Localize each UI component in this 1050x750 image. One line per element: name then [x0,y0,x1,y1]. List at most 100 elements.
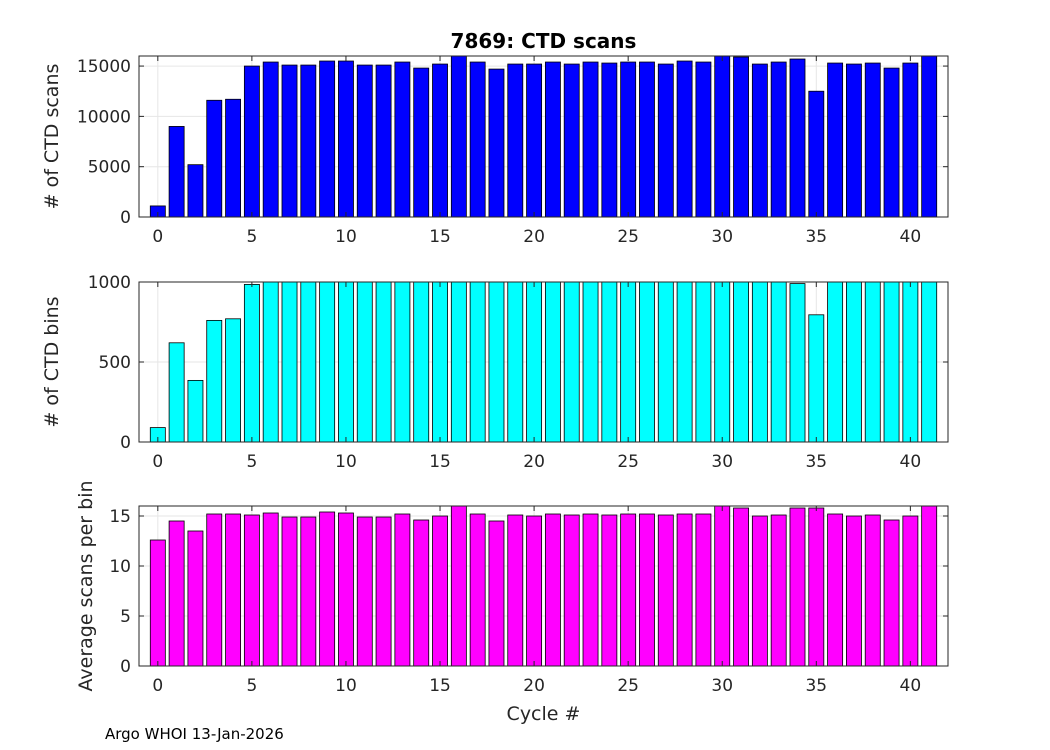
bar [544,513,561,667]
bar [281,64,298,218]
chart-title: 7869: CTD scans [451,29,637,53]
bar [338,512,354,667]
bar [846,515,862,667]
bar [338,60,354,218]
bar [695,61,712,218]
bar [281,281,298,443]
bar [582,513,599,667]
x-tick-label: 0 [152,676,163,696]
x-axis-label: Cycle # [507,703,581,725]
x-tick-label: 35 [805,227,827,247]
x-tick-label: 5 [246,227,257,247]
bar [601,514,618,667]
x-tick-label: 10 [335,676,357,696]
bar [225,318,241,443]
bar [469,61,486,218]
x-tick-label: 30 [711,676,733,696]
x-tick-label: 15 [429,452,451,472]
footer-credit: Argo WHOI 13-Jan-2026 [105,725,284,743]
bar [394,61,411,218]
bar [432,281,448,443]
bar [394,513,411,667]
x-tick-label: 25 [617,452,639,472]
bar [751,281,768,443]
x-tick-label: 40 [900,227,922,247]
bar [770,514,787,667]
bar [883,281,900,443]
x-tick-label: 30 [711,452,733,472]
bar [262,61,279,218]
bar [450,55,467,218]
bar [488,281,505,443]
y-tick-label: 0 [120,433,131,453]
bar [300,281,317,443]
bar [526,281,543,443]
bar [808,90,825,218]
bar [676,281,693,443]
bar [733,281,749,443]
bar [187,164,204,218]
bar [620,61,637,218]
chart-panel-2: 0 5 10 15 20 25 30 35 40 0 500 1000 # of CTD bins [41,273,949,472]
x-tick-label: 40 [900,452,922,472]
bar [206,513,223,667]
bar [676,513,693,667]
bar [770,61,787,218]
x-tick-label: 35 [805,676,827,696]
bar [902,62,919,218]
bar [168,342,185,443]
bar [469,513,486,667]
x-tick-label: 40 [900,676,922,696]
chart-panel-1: 0 5 10 15 20 25 30 35 40 0 5000 10000 15000 7869: CTD… [41,29,949,247]
x-tick-label: 10 [335,452,357,472]
bar [902,281,919,443]
bar [563,63,580,218]
bar [526,63,543,218]
bar [864,281,881,443]
bar [582,61,599,218]
x-tick-label: 0 [152,227,163,247]
bar [450,505,467,667]
bar [921,55,938,218]
bar [338,281,354,443]
bar [225,513,241,667]
bar [751,515,768,667]
y-tick-label: 0 [120,208,131,228]
bar [846,281,862,443]
bar [733,507,749,667]
x-tick-label: 15 [429,676,451,696]
x-tick-label: 25 [617,227,639,247]
bar [657,281,674,443]
bar [319,281,336,443]
bar [206,319,223,443]
bar [243,65,260,218]
bar [206,99,223,218]
bar [770,281,787,443]
bar [902,515,919,667]
axes-box [138,505,949,667]
bar [921,505,938,667]
bar [695,281,712,443]
bar [319,511,336,667]
bar [168,520,185,667]
bar [827,513,844,667]
y-tick-label: 0 [120,657,131,677]
bar [695,513,712,667]
bar [789,58,806,218]
y-tick-label: 5000 [88,158,131,178]
bar [714,505,731,667]
bar [657,63,674,218]
bar [375,64,392,218]
bar [243,283,260,443]
x-tick-label: 5 [246,452,257,472]
bar [846,63,862,218]
bar [601,62,618,218]
bar [827,281,844,443]
bar [413,67,430,218]
bar [488,520,505,667]
bar [883,67,900,218]
bar [676,60,693,218]
bar [319,60,336,218]
chart-panel-3: 0 5 10 15 20 25 30 35 40 0 5 10 15 Average scans per … [75,480,949,725]
bar [432,515,448,667]
